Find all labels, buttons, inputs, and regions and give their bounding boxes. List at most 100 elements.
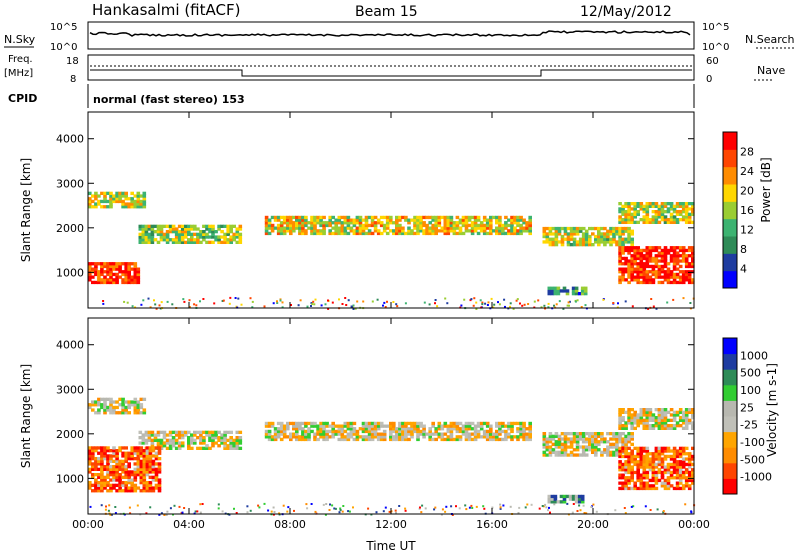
velocity-cell [651,468,656,472]
power-cell [627,280,631,285]
velocity-cell [681,446,686,450]
power-cell [642,215,647,219]
velocity-cell [404,432,408,436]
velocity-cell [211,436,215,440]
n-search-label: N.Search [745,33,795,46]
power-cell [618,246,622,250]
power-cell [691,202,695,206]
velocity-cell [691,424,695,428]
power-cell [440,226,445,230]
power-cell [654,218,659,222]
velocity-cell [663,426,668,430]
velocity-scatter-cell [499,503,502,506]
power-cell [581,226,586,231]
velocity-cell [109,400,113,404]
power-cell [545,240,550,244]
power-cell [449,218,454,222]
power-cell [578,226,583,231]
power-cell [684,220,689,224]
velocity-cell [267,435,272,439]
power-cell [584,229,589,233]
velocity-cell [603,437,607,441]
velocity-cell [482,429,487,434]
power-cell [316,229,320,233]
velocity-cell [88,462,92,466]
velocity-scatter-cell [471,507,474,509]
power-cell [334,218,338,222]
velocity-cell [630,434,634,438]
power-cell [398,223,402,228]
power-cell [144,235,149,239]
velocity-cell [440,424,445,428]
velocity-cell [672,486,677,491]
velocity-cell [639,478,644,483]
velocity-cell [651,452,656,456]
power-cell [118,191,122,195]
velocity-cell [322,427,326,431]
power-cell [177,224,182,228]
velocity-cell [142,486,147,490]
velocity-cell [657,454,662,459]
velocity-cell [621,418,625,422]
velocity-cell [97,411,101,415]
velocity-cell [168,444,173,448]
power-cell [446,218,451,222]
power-cell [621,232,625,236]
velocity-cell [373,421,378,426]
velocity-scatter-cell [249,509,252,512]
power-cell [165,232,170,236]
velocity-cell [578,445,583,449]
velocity-cell [657,413,662,417]
power-cell [654,259,659,263]
power-cell [106,264,110,269]
power-cell [672,248,677,253]
power-cell [672,262,677,266]
power-cell [235,235,240,239]
velocity-cell [226,438,230,442]
velocity-cell [660,410,665,414]
power-cell [464,221,469,225]
power-scatter-cell [314,298,317,301]
velocity-cell [449,437,454,442]
power-cell [639,262,644,266]
power-scatter-cell [324,303,327,306]
velocity-cell [645,413,650,417]
velocity-cell [678,460,683,464]
power-cell [627,218,631,222]
velocity-cell [264,424,269,428]
power-cell [513,218,517,222]
velocity-cell [687,460,692,464]
velocity-cell [431,432,435,436]
power-cell [392,221,396,225]
velocity-cell [404,435,408,439]
power-cell [492,215,496,220]
power-cell [606,232,610,236]
velocity-cell [133,457,138,461]
velocity-cell [130,400,134,404]
power-cell [630,237,634,241]
power-cell [115,275,119,279]
power-cell [597,240,601,244]
x-tick-label: 04:00 [173,518,205,531]
power-cell [398,218,402,222]
velocity-cell [485,421,490,426]
colorbar-swatch [723,416,737,433]
power-cell [142,205,147,209]
velocity-cell [127,411,131,415]
velocity-cell [190,441,194,445]
velocity-scatter-cell [418,507,421,510]
power-cell [88,270,92,274]
power-cell [687,270,692,274]
velocity-scatter-cell [450,505,453,508]
velocity-cell [654,476,659,480]
power-cell [130,199,134,204]
power-cell [190,235,194,239]
velocity-cell [597,440,601,444]
velocity-cell [115,483,119,487]
power-cell [88,205,92,209]
power-cell [292,226,296,230]
power-cell [413,221,417,225]
velocity-cell [298,437,302,442]
power-cell [461,223,466,228]
velocity-cell [672,413,677,417]
